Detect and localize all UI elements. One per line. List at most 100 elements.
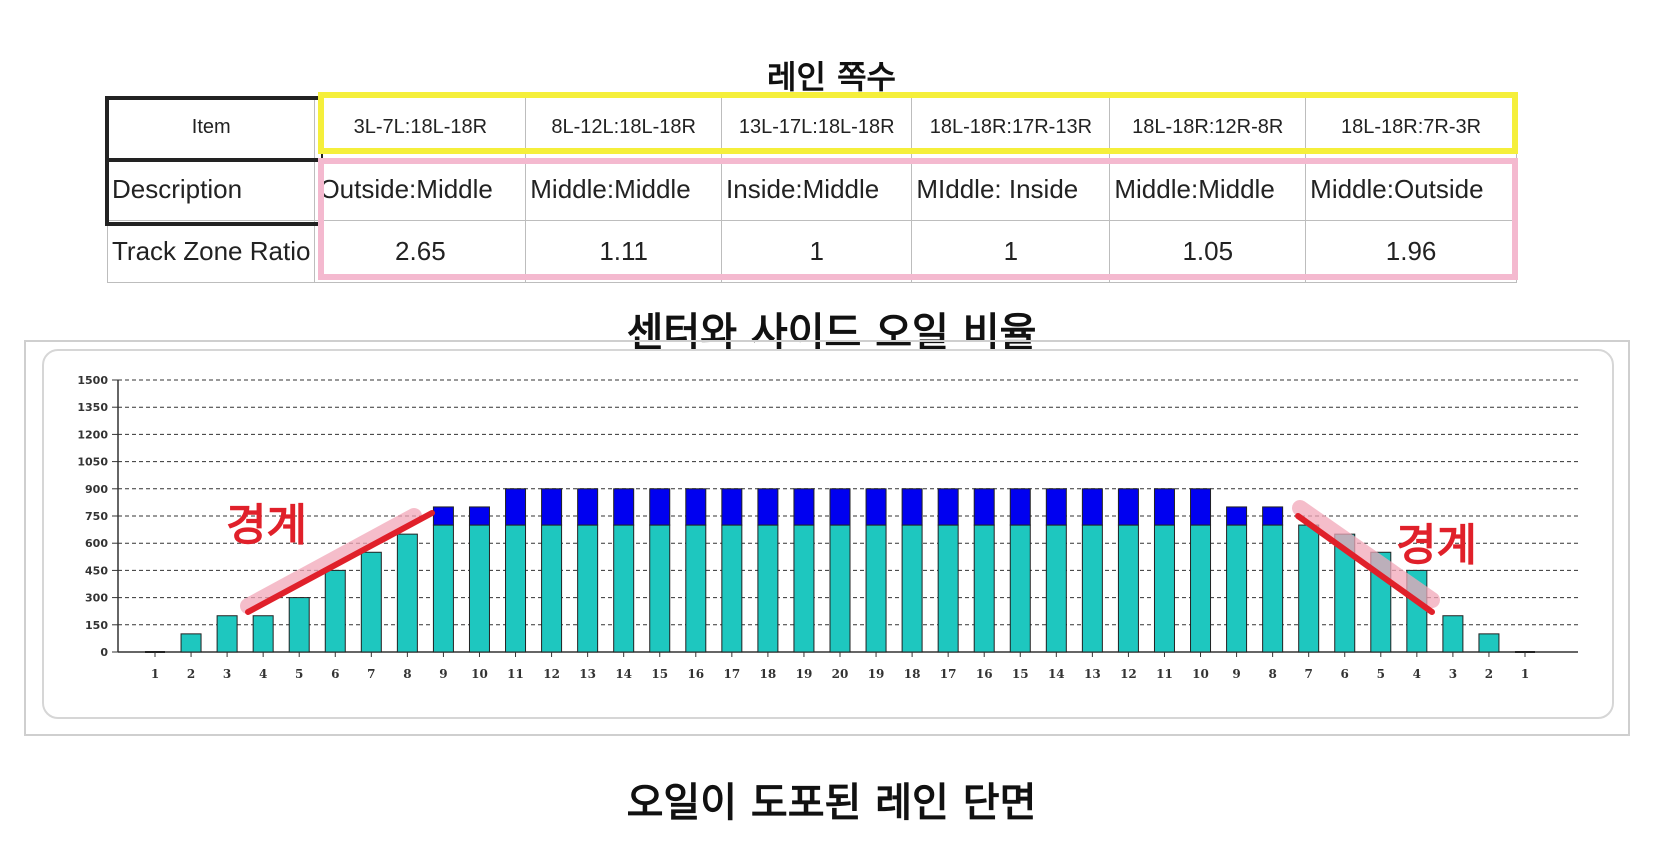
- bar-base: [649, 524, 671, 653]
- bar-top: [1226, 506, 1248, 526]
- ratio-cell: 2.65: [314, 220, 527, 283]
- x-tick-label: 1: [151, 667, 159, 681]
- ratio-cell: 1.11: [525, 220, 723, 283]
- bar-top: [541, 488, 563, 526]
- bar-base: [793, 524, 815, 653]
- bar-base: [468, 524, 490, 653]
- bar-top: [937, 488, 959, 526]
- bar-top: [577, 488, 599, 526]
- bar-base: [180, 633, 202, 653]
- x-tick-label: 2: [1485, 667, 1493, 681]
- chart-panel: [42, 349, 1614, 719]
- bar-base: [901, 524, 923, 653]
- bar-base: [829, 524, 851, 653]
- bar-base: [505, 524, 527, 653]
- bar-top: [1262, 506, 1284, 526]
- bar-base: [937, 524, 959, 653]
- x-tick-label: 6: [331, 667, 339, 681]
- bar-base: [1478, 633, 1500, 653]
- x-tick-label: 1: [1521, 667, 1529, 681]
- x-tick-label: 16: [976, 667, 993, 681]
- bar-top: [865, 488, 887, 526]
- x-tick-label: 14: [1048, 667, 1065, 681]
- bar-base: [252, 615, 274, 653]
- bar-top: [1009, 488, 1031, 526]
- x-tick-label: 16: [687, 667, 704, 681]
- bar-top: [829, 488, 851, 526]
- bar-base: [1442, 615, 1464, 653]
- boundary-left-line: [245, 510, 435, 615]
- bar-top: [1153, 488, 1175, 526]
- boundary-left-label: 경계: [226, 500, 307, 551]
- bar-base: [1045, 524, 1067, 653]
- bar-top: [613, 488, 635, 526]
- bar-top: [901, 488, 923, 526]
- bar-top: [685, 488, 707, 526]
- x-tick-label: 17: [940, 667, 957, 681]
- x-tick-label: 3: [1449, 667, 1457, 681]
- x-tick-label: 11: [1156, 667, 1173, 681]
- bar-base: [541, 524, 563, 653]
- bar-top: [721, 488, 743, 526]
- y-tick-label: 1500: [77, 374, 108, 387]
- bar-base: [288, 597, 310, 653]
- center-side-ratio-title: 센터와 사이드 오일 비율: [626, 310, 1037, 356]
- bar-base: [324, 569, 346, 653]
- x-tick-label: 10: [1192, 667, 1209, 681]
- x-tick-label: 6: [1341, 667, 1349, 681]
- x-tick-label: 19: [868, 667, 885, 681]
- bar-base: [1009, 524, 1031, 653]
- y-tick-label: 300: [85, 592, 108, 605]
- x-tick-label: 5: [1377, 667, 1385, 681]
- table-row: Track Zone Ratio 2.65 1.11 1 1 1.05 1.96: [106, 220, 1517, 283]
- y-tick-label: 750: [85, 510, 108, 523]
- bar-base: [721, 524, 743, 653]
- y-tick-label: 0: [100, 646, 108, 659]
- bar-base: [360, 551, 382, 653]
- x-tick-label: 14: [615, 667, 632, 681]
- x-tick-label: 8: [403, 667, 411, 681]
- bar-base: [1153, 524, 1175, 653]
- x-tick-label: 12: [543, 667, 560, 681]
- bar-base: [1081, 524, 1103, 653]
- y-tick-label: 150: [85, 619, 108, 632]
- y-tick-label: 1200: [77, 428, 108, 441]
- bar-base: [1226, 524, 1248, 653]
- bar-top: [1190, 488, 1212, 526]
- x-tick-label: 9: [439, 667, 447, 681]
- bar-base: [757, 524, 779, 653]
- bar-base: [432, 524, 454, 653]
- chart-frame: [24, 340, 1630, 736]
- x-tick-label: 3: [223, 667, 231, 681]
- x-tick-label: 13: [579, 667, 596, 681]
- x-tick-label: 13: [1084, 667, 1101, 681]
- bar-base: [1190, 524, 1212, 653]
- bar-base: [216, 615, 238, 653]
- bar-base: [973, 524, 995, 653]
- y-tick-label: 600: [85, 537, 108, 550]
- x-tick-label: 12: [1120, 667, 1137, 681]
- boundary-right-band: [1292, 500, 1440, 608]
- x-tick-label: 10: [471, 667, 488, 681]
- description-cell: Inside:Middle: [721, 158, 913, 221]
- boundary-right-line: [1295, 513, 1435, 615]
- x-tick-label: 7: [1305, 667, 1313, 681]
- bar-base: [1117, 524, 1139, 653]
- x-tick-label: 5: [295, 667, 303, 681]
- bar-top: [1081, 488, 1103, 526]
- x-tick-label: 11: [507, 667, 524, 681]
- ratio-cell: 1.05: [1109, 220, 1307, 283]
- row-label-track-zone-ratio: Track Zone Ratio: [106, 220, 316, 283]
- bar-base: [1298, 524, 1320, 653]
- x-tick-label: 15: [651, 667, 668, 681]
- x-tick-label: 20: [832, 667, 849, 681]
- ratio-cell: 1: [911, 220, 1111, 283]
- bar-base: [396, 533, 418, 653]
- bar-top: [757, 488, 779, 526]
- bar-top: [793, 488, 815, 526]
- x-tick-label: 15: [1012, 667, 1029, 681]
- bar-base: [1262, 524, 1284, 653]
- lane-count-title: 레인 쪽수: [767, 58, 896, 96]
- bar-base: [685, 524, 707, 653]
